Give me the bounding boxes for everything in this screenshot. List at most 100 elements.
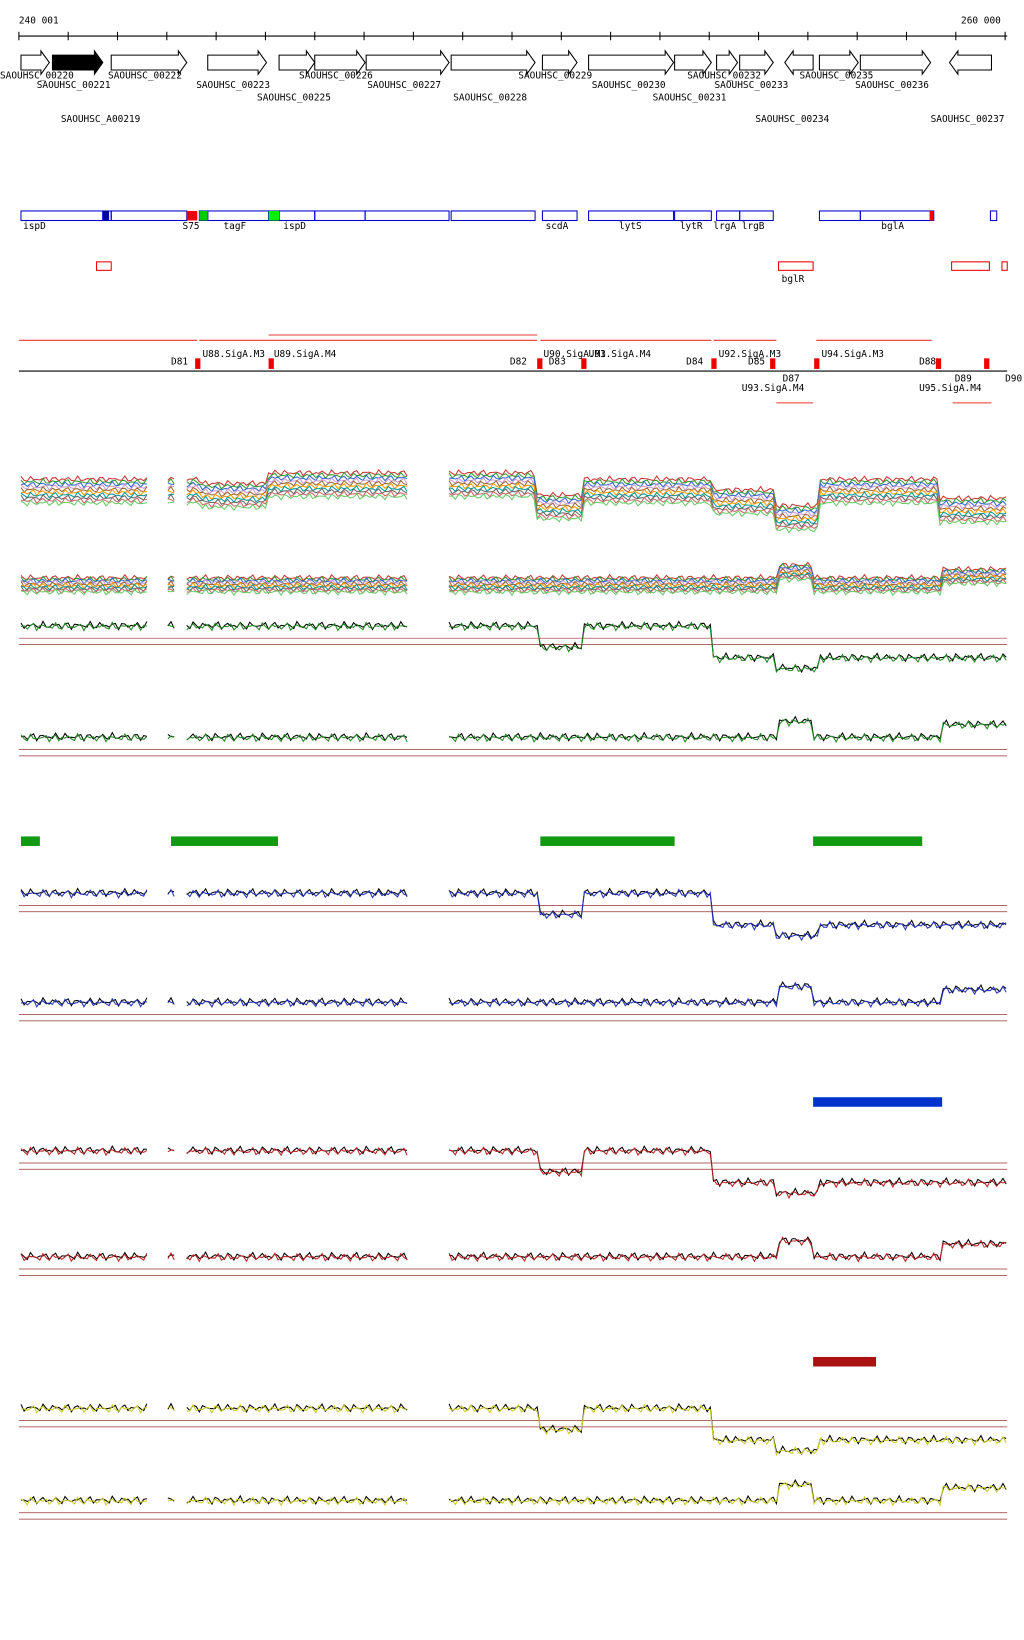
annotation-box xyxy=(777,261,814,271)
region-marker xyxy=(195,358,201,369)
trace xyxy=(448,574,1007,595)
trace xyxy=(20,475,148,484)
trace xyxy=(20,575,148,584)
trace xyxy=(448,561,1007,582)
gene-label: SAOUHSC_00230 xyxy=(592,80,666,91)
trace xyxy=(167,490,175,494)
annotation-box xyxy=(588,210,675,222)
trace xyxy=(167,501,175,504)
trace xyxy=(186,888,408,899)
trace xyxy=(20,888,148,899)
trace xyxy=(20,580,148,588)
annotation-mark xyxy=(102,210,110,221)
trace xyxy=(186,482,408,501)
trace xyxy=(186,575,408,584)
annotation-label: lrgA xyxy=(713,221,736,232)
trace xyxy=(167,478,175,485)
trace xyxy=(167,1000,175,1004)
annotation-box xyxy=(541,210,578,222)
trace xyxy=(448,490,1007,531)
trace xyxy=(167,1499,175,1502)
gene-arrow xyxy=(784,49,814,76)
score-bar xyxy=(20,836,40,846)
ruler-start: 240 001 xyxy=(19,15,59,26)
region-label: U91.SigA.M4 xyxy=(589,349,652,360)
trace xyxy=(186,1494,408,1506)
gene-label: SAOUHSC_00228 xyxy=(453,93,527,104)
trace xyxy=(448,471,1007,513)
annotation-label: bglA xyxy=(881,221,904,232)
trace xyxy=(167,590,175,593)
trace xyxy=(167,1149,175,1153)
trace xyxy=(449,474,1007,515)
gene-label: SAOUHSC_00234 xyxy=(755,114,829,125)
gene-arrow xyxy=(716,49,739,76)
annotation-mark xyxy=(929,210,934,221)
gene-label: SAOUHSC_00227 xyxy=(367,80,441,91)
trace xyxy=(448,468,1007,510)
gene-label: SAOUHSC_00229 xyxy=(518,70,592,81)
annotation-box xyxy=(951,261,990,271)
gene-arrow xyxy=(278,49,316,76)
gene-arrow xyxy=(739,49,774,76)
trace xyxy=(448,562,1007,584)
annotation-box xyxy=(20,210,104,222)
region-label: U93.SigA.M4 xyxy=(742,383,805,394)
gene-arrow xyxy=(450,49,536,76)
trace xyxy=(20,1496,148,1506)
gene-arrow xyxy=(110,49,188,76)
annotation-label: ispD xyxy=(23,221,46,232)
region-marker xyxy=(814,358,820,369)
trace xyxy=(20,496,147,505)
trace xyxy=(448,576,1007,597)
region-label: D83 xyxy=(549,357,566,368)
gene-label: SAOUHSC_00231 xyxy=(653,93,727,104)
trace xyxy=(448,621,1007,674)
trace xyxy=(448,566,1007,587)
trace xyxy=(167,485,175,493)
region-marker xyxy=(770,358,776,369)
annotation-box xyxy=(207,210,270,222)
trace xyxy=(20,491,148,499)
trace xyxy=(186,574,408,582)
region-marker xyxy=(935,358,942,369)
region-label: U92.SigA.M3 xyxy=(719,349,781,360)
gene-arrow xyxy=(948,49,992,76)
trace xyxy=(167,623,175,627)
annotation-box xyxy=(989,210,998,222)
trace xyxy=(186,1495,408,1507)
trace xyxy=(186,1403,408,1415)
trace xyxy=(448,888,1007,942)
trace xyxy=(186,1252,408,1263)
trace xyxy=(20,996,148,1008)
trace xyxy=(186,587,408,597)
region-label: D85 xyxy=(748,357,765,368)
region-label: D81 xyxy=(171,357,188,368)
trace xyxy=(20,494,148,502)
gene-label: SAOUHSC_00237 xyxy=(931,114,1005,125)
trace xyxy=(448,981,1007,1009)
gene-label: SAOUHSC_00225 xyxy=(257,93,331,104)
region-label: D88 xyxy=(919,357,936,368)
annotation-label: lytS xyxy=(619,221,642,232)
gene-label: SAOUHSC_00221 xyxy=(37,80,111,91)
annotation-box xyxy=(314,210,366,222)
region-label: D90 xyxy=(1005,374,1022,385)
trace xyxy=(186,581,408,590)
annotation-box xyxy=(1001,261,1008,271)
trace xyxy=(449,571,1007,592)
gene-arrow xyxy=(365,49,450,76)
trace xyxy=(448,620,1007,674)
trace xyxy=(20,588,147,596)
trace xyxy=(448,477,1007,518)
gene-label: SAOUHSC_00223 xyxy=(196,80,270,91)
gene-arrow xyxy=(588,49,675,76)
annotation-label: S75 xyxy=(183,221,200,232)
region-label: U94.SigA.M3 xyxy=(822,349,884,360)
gene-arrow xyxy=(674,49,712,76)
annotation-label: tagF xyxy=(223,221,246,232)
trace xyxy=(186,732,408,743)
region-marker xyxy=(984,358,990,369)
trace xyxy=(186,1146,408,1157)
region-label: U90.SigA.M3 xyxy=(543,349,605,360)
